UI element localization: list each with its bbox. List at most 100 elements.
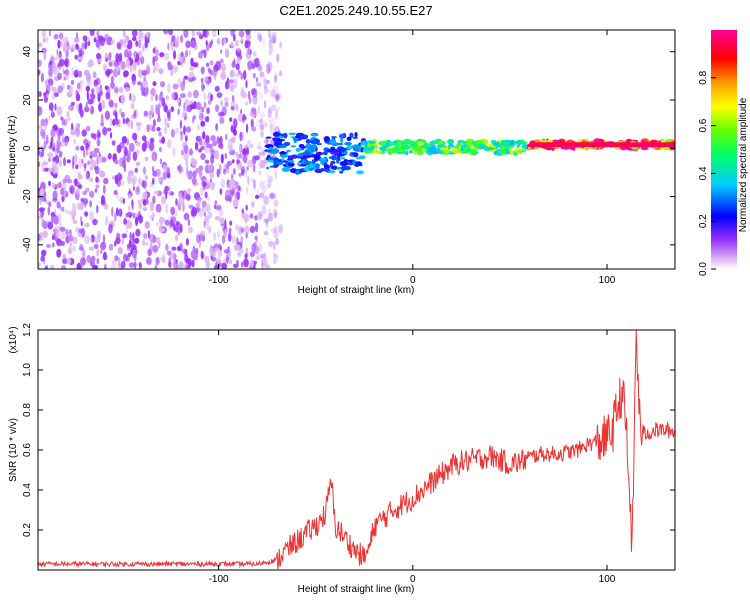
heatmap-cell	[41, 249, 47, 257]
heatmap-cell	[249, 111, 253, 117]
heatmap-cell	[270, 192, 276, 199]
heatmap-cell	[253, 260, 256, 269]
heatmap-cell	[66, 257, 72, 265]
heatmap-cell	[399, 140, 404, 143]
heatmap-cell	[50, 264, 55, 269]
heatmap-cell	[48, 167, 53, 172]
heatmap-cell	[201, 82, 205, 92]
heatmap-cell	[211, 251, 217, 257]
heatmap-cell	[139, 33, 145, 38]
heatmap-cell	[167, 250, 172, 256]
heatmap-cell	[64, 209, 70, 214]
heatmap-cell	[486, 147, 495, 151]
heatmap-cell	[134, 57, 138, 63]
heatmap-cell	[38, 42, 43, 48]
heatmap-cell	[264, 228, 269, 235]
heatmap-cell	[132, 212, 136, 219]
heatmap-cell	[144, 175, 149, 180]
heatmap-cell	[216, 136, 220, 144]
heatmap-cell	[388, 148, 397, 154]
heatmap-cell	[449, 143, 454, 147]
heatmap-cell	[269, 193, 275, 200]
heatmap-cell	[207, 99, 212, 105]
heatmap-cell	[50, 141, 53, 149]
heatmap-cell	[268, 147, 274, 150]
x-tick-label: 100	[599, 574, 616, 585]
heatmap-cell	[52, 164, 57, 175]
heatmap-cell	[84, 211, 88, 217]
colorbar-tick-label: 0.4	[698, 166, 709, 180]
heatmap-cell	[250, 143, 254, 149]
heatmap-cell	[458, 140, 464, 143]
heatmap-cell	[247, 60, 254, 70]
heatmap-cell	[402, 140, 410, 143]
heatmap-cell	[271, 104, 277, 112]
heatmap-cell	[130, 93, 136, 103]
heatmap-cell	[74, 178, 78, 187]
heatmap-cell	[263, 195, 269, 205]
heatmap-cell	[273, 137, 281, 143]
heatmap-cell	[259, 213, 265, 219]
heatmap-cell	[117, 246, 123, 255]
heatmap-cell	[121, 136, 127, 144]
heatmap-cell	[76, 32, 79, 39]
heatmap-cell	[53, 215, 60, 225]
heatmap-cell	[74, 54, 78, 60]
heatmap-cell	[240, 72, 243, 80]
heatmap-cell	[155, 221, 159, 227]
heatmap-cell	[115, 232, 121, 240]
heatmap-cell	[267, 175, 274, 184]
heatmap-cell	[132, 151, 138, 161]
heatmap-cell	[279, 133, 284, 136]
heatmap-cell	[68, 104, 71, 110]
heatmap-cell	[273, 199, 279, 207]
heatmap-cell	[257, 141, 261, 149]
heatmap-cell	[274, 94, 279, 100]
heatmap-cell	[152, 47, 156, 54]
heatmap-cell	[48, 180, 51, 187]
spectrogram-panel: -40 -20 0 20 40 -100 0 100 Height of straight …	[7, 29, 676, 296]
heatmap-cell	[248, 96, 252, 104]
heatmap-cell	[246, 147, 249, 156]
heatmap-cell	[311, 138, 320, 145]
heatmap-cell	[182, 108, 187, 118]
heatmap-cell	[232, 263, 239, 268]
heatmap-cell	[130, 244, 137, 251]
heatmap-cell	[228, 179, 234, 190]
heatmap-cell	[86, 71, 89, 78]
heatmap-cell	[245, 247, 248, 253]
heatmap-cell	[62, 68, 65, 75]
heatmap-cell	[170, 70, 174, 77]
heatmap-cell	[149, 242, 153, 251]
heatmap-cell	[81, 158, 84, 164]
heatmap-cell	[38, 106, 43, 116]
heatmap-cell	[104, 110, 111, 120]
heatmap-cell	[264, 80, 271, 85]
heatmap-cell	[231, 60, 236, 67]
heatmap-cell	[215, 104, 220, 112]
heatmap-cell	[88, 246, 94, 251]
heatmap-cell	[274, 74, 278, 83]
heatmap-cell	[177, 108, 180, 116]
heatmap-cell	[158, 216, 164, 225]
heatmap-cell	[81, 249, 86, 259]
snr-y-scale-label: (x10⁴)	[8, 326, 19, 353]
heatmap-cell	[257, 33, 263, 42]
heatmap-cell	[149, 214, 154, 219]
heatmap-cell	[84, 222, 90, 228]
heatmap-cell	[60, 116, 63, 121]
heatmap-cell	[168, 257, 172, 267]
heatmap-cell	[82, 35, 88, 42]
heatmap-cell	[152, 177, 155, 185]
heatmap-cell	[266, 264, 270, 269]
heatmap-cell	[79, 80, 84, 85]
heatmap-cell	[120, 61, 126, 70]
heatmap-cell	[186, 165, 189, 175]
heatmap-cell	[250, 118, 254, 128]
heatmap-cell	[250, 259, 254, 268]
heatmap-cell	[200, 153, 206, 161]
heatmap-cell	[90, 255, 96, 263]
heatmap-cell	[138, 202, 142, 210]
heatmap-cell	[177, 245, 182, 252]
heatmap-cell	[123, 70, 129, 77]
